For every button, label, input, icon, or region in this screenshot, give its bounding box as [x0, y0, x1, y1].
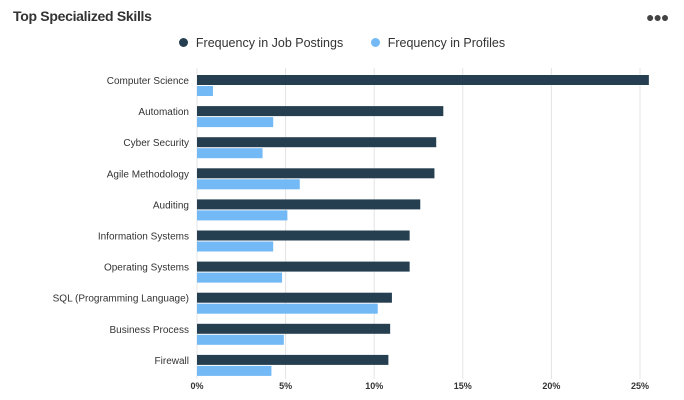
bar[interactable]	[197, 272, 283, 283]
category-label: Firewall	[155, 356, 189, 367]
legend-dot-profiles	[370, 38, 380, 47]
bar[interactable]	[197, 210, 288, 221]
category-label: SQL (Programming Language)	[53, 294, 189, 305]
x-tick-label: 15%	[454, 381, 472, 391]
bar[interactable]	[197, 241, 274, 252]
bar[interactable]	[197, 199, 421, 210]
bar[interactable]	[197, 106, 444, 117]
bar[interactable]	[197, 168, 435, 179]
legend-label: Frequency in Profiles	[387, 36, 506, 50]
x-tick-label: 20%	[542, 381, 560, 391]
bar[interactable]	[197, 117, 274, 128]
x-tick-label: 25%	[631, 381, 649, 391]
bar[interactable]	[197, 179, 300, 190]
category-label: Operating Systems	[104, 263, 189, 274]
bar[interactable]	[197, 148, 263, 159]
category-label: Computer Science	[107, 76, 190, 87]
bar[interactable]	[197, 323, 391, 334]
chart-title: Top Specialized Skills	[13, 8, 152, 24]
bar[interactable]	[197, 137, 437, 148]
category-label: Agile Methodology	[107, 169, 189, 180]
bar[interactable]	[197, 354, 389, 365]
bar[interactable]	[197, 75, 649, 85]
more-options-icon[interactable]: ●●●	[646, 9, 669, 25]
x-tick-label: 10%	[365, 381, 383, 391]
legend-label: Frequency in Job Postings	[195, 36, 344, 50]
category-label: Information Systems	[98, 232, 189, 243]
bar[interactable]	[197, 303, 378, 314]
bar[interactable]	[197, 365, 272, 376]
legend-item-job-postings[interactable]: Frequency in Job Postings	[178, 36, 344, 50]
legend-dot-job-postings	[178, 38, 188, 47]
legend: Frequency in Job Postings Frequency in P…	[0, 36, 684, 50]
legend-item-profiles[interactable]: Frequency in Profiles	[370, 36, 506, 50]
x-tick-label: 0%	[190, 381, 203, 391]
x-tick-label: 5%	[279, 381, 292, 391]
bar[interactable]	[197, 292, 392, 303]
bar[interactable]	[197, 334, 284, 345]
category-label: Auditing	[153, 200, 189, 211]
bar[interactable]	[197, 86, 213, 96]
bar[interactable]	[197, 261, 410, 272]
category-label: Cyber Security	[123, 138, 189, 149]
category-label: Business Process	[110, 325, 189, 336]
category-label: Automation	[138, 107, 189, 118]
bar[interactable]	[197, 230, 410, 241]
